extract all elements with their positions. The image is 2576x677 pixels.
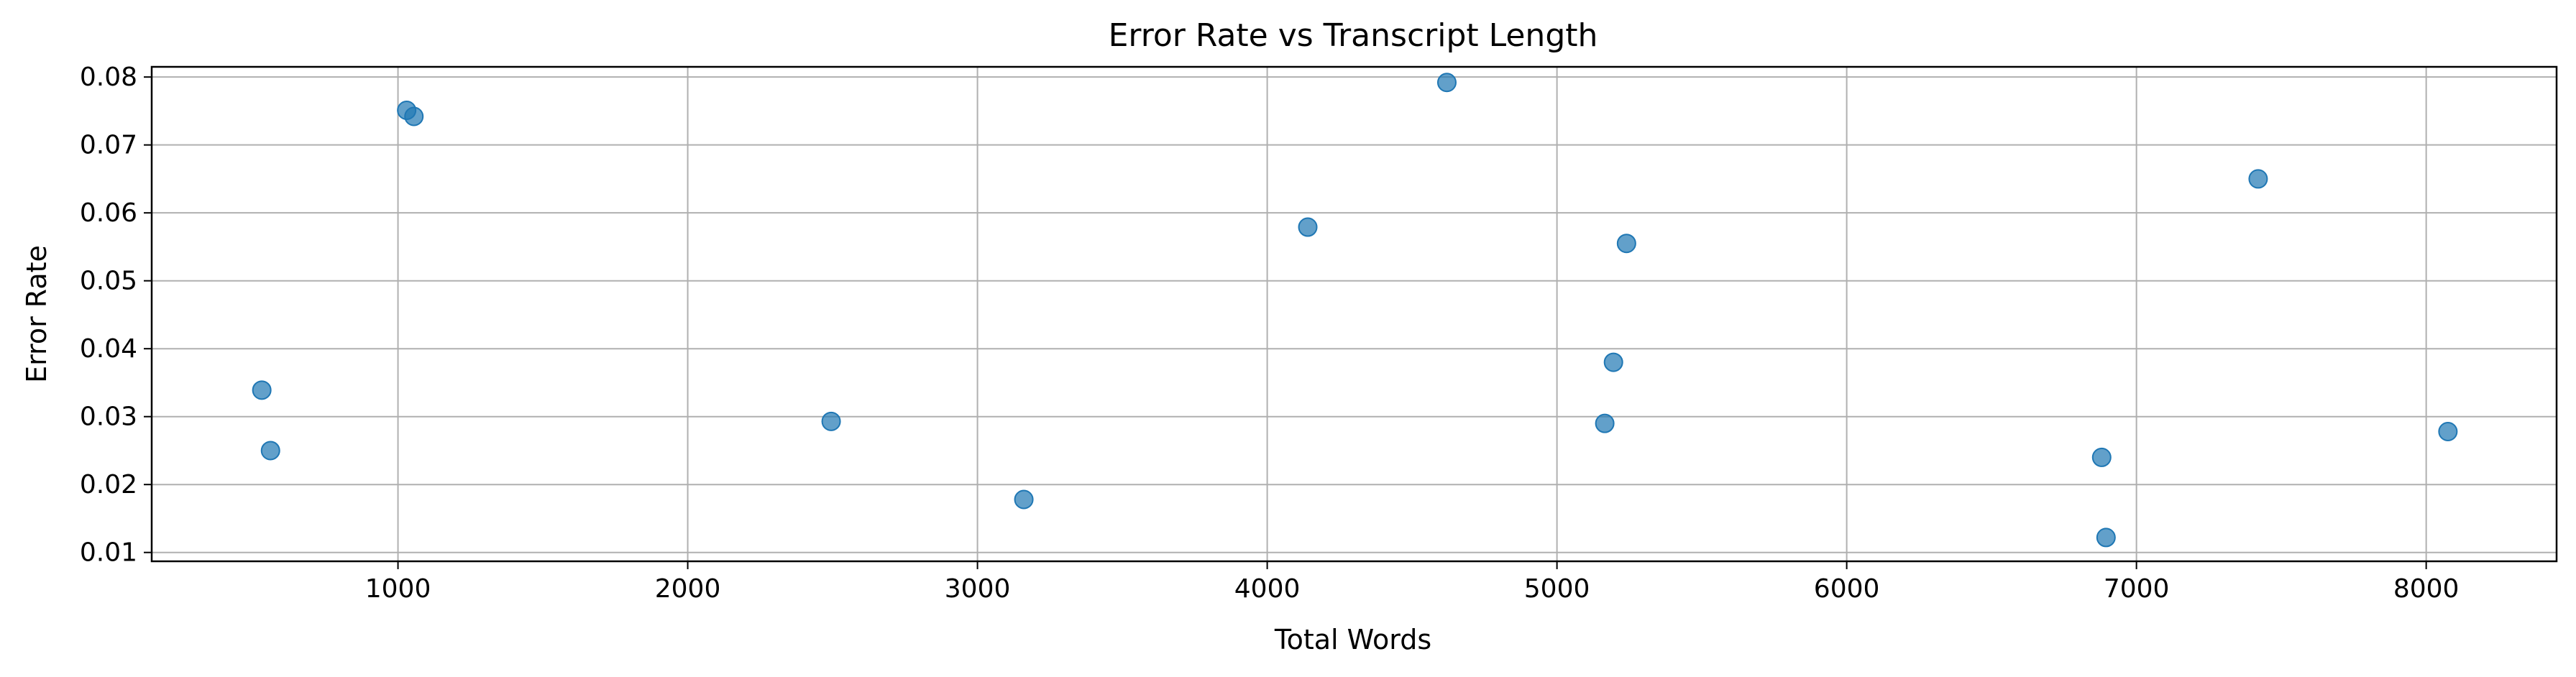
chart-title: Error Rate vs Transcript Length — [1109, 17, 1598, 54]
x-tick-label: 1000 — [365, 574, 431, 604]
y-tick-label: 0.02 — [80, 470, 137, 499]
y-tick-label: 0.01 — [80, 538, 137, 568]
data-point — [2438, 421, 2458, 441]
data-point — [2096, 528, 2116, 548]
data-points — [252, 73, 2458, 548]
y-axis-ticks: 0.01 0.02 0.03 0.04 0.05 0.06 0.07 0.08 — [80, 63, 152, 568]
y-tick-label: 0.03 — [80, 402, 137, 432]
data-point — [1014, 489, 1034, 510]
x-tick-label: 5000 — [1524, 574, 1590, 604]
data-point — [260, 441, 280, 461]
plot-frame — [150, 65, 2558, 563]
data-point — [2248, 169, 2268, 189]
x-axis-ticks: 1000 2000 3000 4000 5000 6000 7000 8000 — [365, 561, 2460, 604]
x-tick-label: 2000 — [655, 574, 721, 604]
data-point — [1603, 352, 1623, 372]
x-axis-label: Total Words — [1274, 624, 1431, 655]
data-point — [1436, 73, 1457, 93]
y-tick-label: 0.04 — [80, 334, 137, 364]
data-point — [252, 380, 272, 400]
grid — [152, 67, 2557, 561]
data-point — [2091, 447, 2112, 467]
y-axis-label: Error Rate — [21, 245, 52, 383]
data-point — [1298, 217, 1318, 237]
data-point — [821, 411, 841, 431]
x-tick-label: 3000 — [945, 574, 1011, 604]
y-tick-label: 0.05 — [80, 267, 137, 296]
y-tick-label: 0.07 — [80, 131, 137, 160]
x-tick-label: 6000 — [1814, 574, 1880, 604]
x-tick-label: 7000 — [2104, 574, 2170, 604]
x-tick-label: 8000 — [2393, 574, 2460, 604]
data-point — [404, 106, 424, 126]
x-tick-label: 4000 — [1234, 574, 1301, 604]
y-tick-label: 0.08 — [80, 63, 137, 92]
data-point — [1595, 413, 1615, 433]
y-tick-label: 0.06 — [80, 198, 137, 228]
data-point — [1616, 234, 1636, 254]
